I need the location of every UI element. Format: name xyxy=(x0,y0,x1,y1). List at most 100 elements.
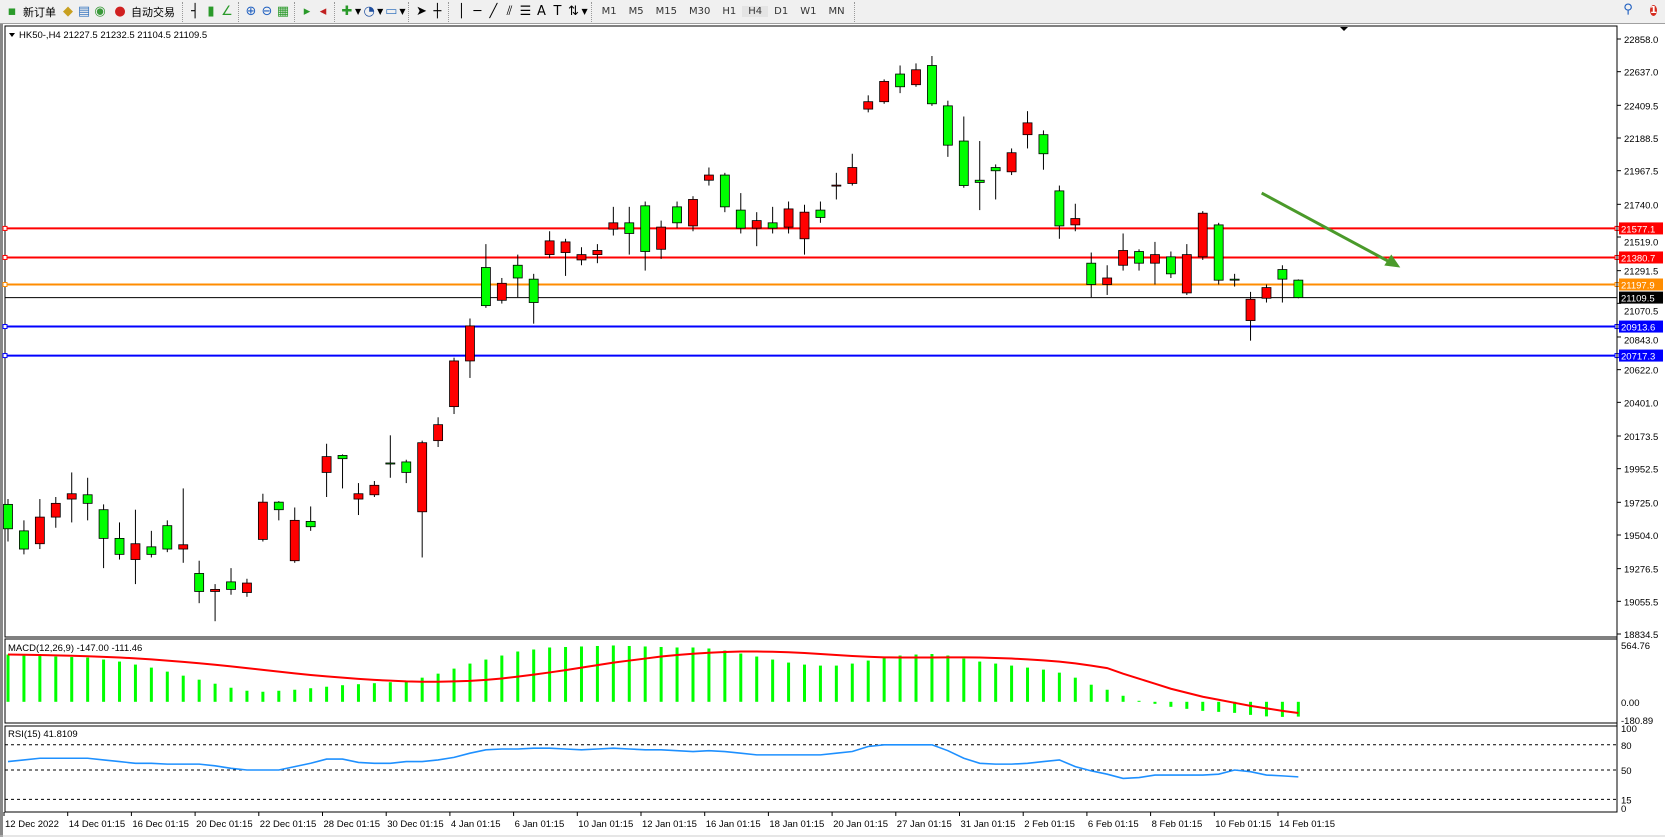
price-tick-label: 21070.5 xyxy=(1624,307,1658,318)
new-order-icon: ▪ xyxy=(7,3,17,19)
macd-histogram-bar xyxy=(261,691,265,702)
timeframe-mn[interactable]: MN xyxy=(828,6,845,17)
candle-body xyxy=(1181,254,1192,294)
candle xyxy=(1293,279,1304,299)
candle xyxy=(783,201,794,234)
timeframe-m30[interactable]: M30 xyxy=(688,6,711,17)
timeframe-m5[interactable]: M5 xyxy=(628,6,644,17)
macd-histogram-bar xyxy=(245,690,249,702)
candle xyxy=(1197,211,1208,260)
candle-body xyxy=(1118,250,1128,266)
arrows-icon[interactable]: ⇅ xyxy=(568,3,579,19)
candle-body xyxy=(114,537,125,555)
candle-body xyxy=(863,101,874,110)
line-chart-icon[interactable]: ∠ xyxy=(221,3,233,19)
templates-icon[interactable]: ▭ xyxy=(385,3,398,19)
candle xyxy=(353,483,364,516)
macd-histogram-bar xyxy=(659,646,663,702)
text-label-icon[interactable]: T xyxy=(553,3,562,19)
rsi-tick-label: 100 xyxy=(1621,724,1637,735)
auto-scroll-icon[interactable]: ▸ xyxy=(303,3,311,19)
trendline-icon[interactable]: ╱ xyxy=(489,3,498,19)
date-tick-label: 14 Dec 01:15 xyxy=(69,819,126,830)
date-tick-label: 16 Jan 01:15 xyxy=(706,819,761,830)
cursor-icon[interactable]: ➤ xyxy=(416,3,427,19)
zoom-in-icon[interactable]: ⊕ xyxy=(245,3,257,19)
candle xyxy=(767,206,778,234)
timeframe-h1[interactable]: H1 xyxy=(722,6,737,17)
candle xyxy=(751,212,762,247)
chart-shift-icon[interactable]: ◂ xyxy=(319,3,327,19)
macd-histogram-bar xyxy=(866,660,870,702)
candle xyxy=(895,65,905,94)
candle xyxy=(847,153,858,186)
price-tick-label: 21519.0 xyxy=(1624,237,1658,248)
price-tick-label: 20622.0 xyxy=(1624,366,1658,377)
candle-body xyxy=(895,73,905,88)
candle-body xyxy=(417,442,428,513)
candle-body xyxy=(3,503,13,530)
bar-chart-icon[interactable]: ┤ xyxy=(191,3,199,19)
chevron-down-icon[interactable]: ▼ xyxy=(581,7,588,16)
fibonacci-icon[interactable]: ☰ xyxy=(519,3,532,19)
new-order-button[interactable]: ▪ 新订单 xyxy=(0,1,60,23)
chevron-down-icon[interactable]: ▼ xyxy=(355,7,362,16)
price-tick-label: 19952.5 xyxy=(1624,465,1658,476)
timeframe-h4[interactable]: H4 xyxy=(742,6,769,17)
chevron-down-icon[interactable]: ▼ xyxy=(399,7,406,16)
macd-histogram-bar xyxy=(946,655,950,702)
timeframe-m15[interactable]: M15 xyxy=(655,6,677,17)
candle xyxy=(385,435,396,478)
candle-body xyxy=(98,509,109,539)
vertical-line-icon[interactable]: │ xyxy=(457,3,466,19)
candle-body xyxy=(1006,152,1017,173)
macd-histogram-bar xyxy=(1073,677,1077,702)
separator xyxy=(294,1,296,22)
candle-body xyxy=(624,222,635,234)
macd-histogram-bar xyxy=(1121,695,1125,702)
candle xyxy=(226,568,236,595)
signals-icon[interactable]: ◉ xyxy=(94,3,106,19)
candle-body xyxy=(385,462,396,465)
price-tick-label: 19276.5 xyxy=(1624,565,1658,576)
indicators-icon[interactable]: ✚ xyxy=(341,3,353,19)
candle xyxy=(1134,249,1144,271)
macd-histogram-bar xyxy=(994,663,998,702)
candle xyxy=(289,507,300,563)
macd-histogram-bar xyxy=(691,647,695,702)
candle xyxy=(1038,130,1049,170)
text-icon[interactable]: A xyxy=(537,3,546,19)
auto-trading-button[interactable]: ● 自动交易 xyxy=(108,1,179,23)
macd-histogram-bar xyxy=(739,653,743,702)
crosshair-icon[interactable]: ┼ xyxy=(433,3,442,19)
macd-histogram-bar xyxy=(675,647,679,702)
periods-clock-icon[interactable]: ◔ xyxy=(363,3,375,19)
candle xyxy=(608,206,619,236)
equidistant-channel-icon[interactable]: ⫽ xyxy=(506,3,513,19)
timeframe-m1[interactable]: M1 xyxy=(601,6,617,17)
candle xyxy=(98,504,109,569)
candle xyxy=(114,522,125,560)
timeframe-d1[interactable]: D1 xyxy=(774,6,789,17)
zoom-out-icon[interactable]: ⊖ xyxy=(261,3,273,19)
level-price-tag xyxy=(1619,278,1663,291)
candle xyxy=(863,95,874,113)
timeframe-w1[interactable]: W1 xyxy=(800,6,817,17)
candle xyxy=(911,63,921,87)
candle xyxy=(1070,203,1081,232)
search-icon[interactable]: ⚲ xyxy=(1623,2,1633,17)
macd-histogram-bar xyxy=(1105,689,1109,702)
chevron-down-icon[interactable]: ▼ xyxy=(377,7,384,16)
horizontal-line-icon[interactable]: ─ xyxy=(473,3,482,19)
notifications-button[interactable]: 1 xyxy=(1650,3,1657,18)
chart-window[interactable]: HK50-,H4 21227.5 21232.5 21104.5 21109.5… xyxy=(0,24,1665,837)
price-tick-label: 20401.0 xyxy=(1624,398,1658,409)
macd-histogram-bar xyxy=(643,646,647,702)
history-center-icon[interactable]: ◆ xyxy=(63,3,73,19)
candlestick-chart-icon[interactable]: ▮ xyxy=(207,3,215,19)
market-watch-icon[interactable]: ▤ xyxy=(77,3,91,19)
date-tick-label: 20 Dec 01:15 xyxy=(196,819,253,830)
tile-windows-icon[interactable]: ▦ xyxy=(276,3,290,19)
candle xyxy=(592,244,603,264)
macd-histogram-bar xyxy=(6,654,10,702)
